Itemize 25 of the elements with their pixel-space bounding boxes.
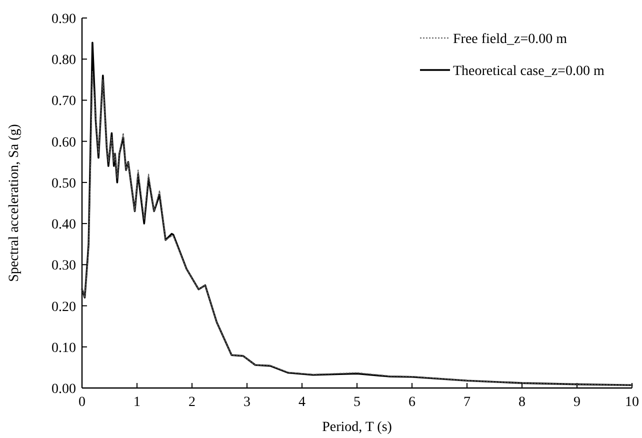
x-tick-label: 7	[464, 395, 470, 410]
x-tick-label: 10	[625, 395, 639, 410]
y-tick-label: 0.30	[52, 258, 76, 274]
x-tick-label: 4	[298, 395, 306, 410]
y-tick-label: 0.60	[52, 135, 76, 150]
legend-label: Free field_z=0.00 m	[453, 32, 568, 47]
x-tick-label: 3	[244, 395, 250, 410]
y-tick-label: 0.80	[52, 53, 76, 68]
x-tick-label: 2	[188, 395, 196, 410]
y-tick-label: 0.90	[52, 12, 76, 27]
x-tick-label: 5	[354, 395, 360, 410]
y-tick-label: 0.10	[52, 340, 76, 356]
y-axis-title: Spectral acceleration, Sa (g)	[7, 124, 22, 282]
legend-label: Theoretical case_z=0.00 m	[453, 64, 604, 79]
x-tick-label: 9	[574, 395, 580, 410]
y-tick-label: 0.40	[52, 218, 76, 233]
y-tick-label: 0.00	[52, 382, 76, 397]
x-tick-label: 6	[408, 395, 416, 410]
x-tick-label: 1	[134, 395, 140, 410]
y-tick-label: 0.20	[52, 300, 76, 315]
x-axis-title: Period, T (s)	[322, 420, 392, 435]
y-tick-label: 0.70	[52, 94, 76, 110]
x-tick-label: 8	[518, 395, 526, 410]
y-tick-label: 0.50	[52, 176, 76, 192]
x-tick-label: 0	[78, 395, 86, 410]
